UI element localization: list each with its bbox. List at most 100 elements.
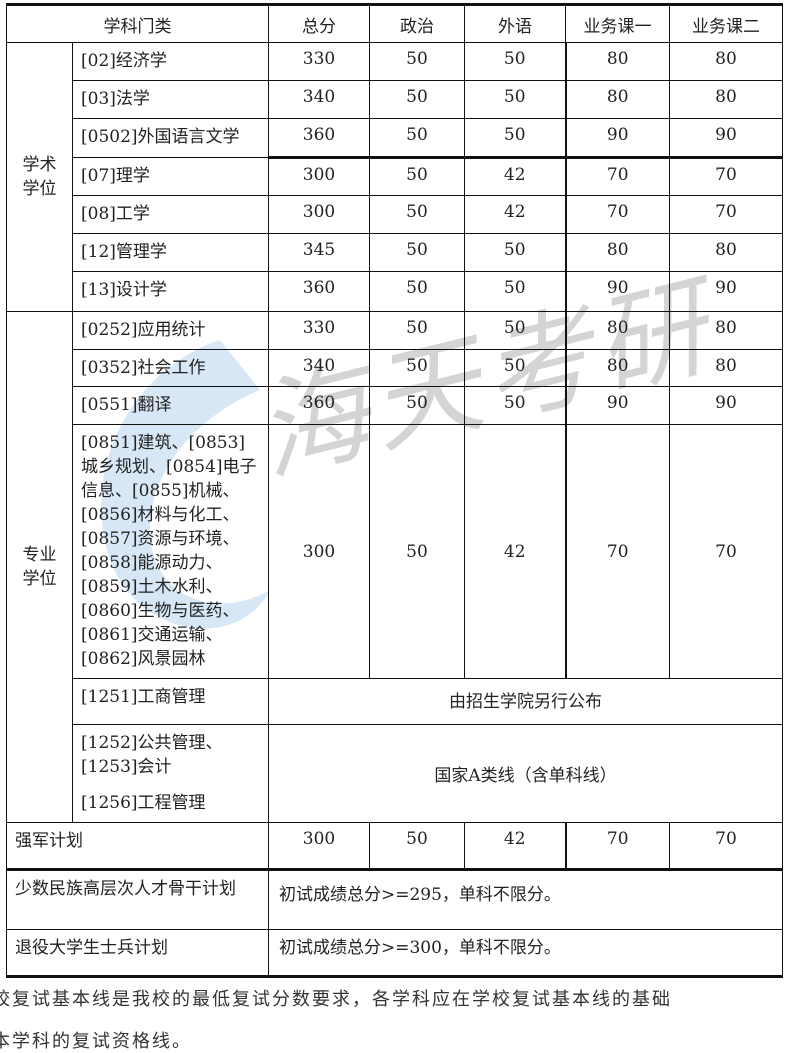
score-cell: 50 [369, 195, 465, 234]
score-cell: 50 [369, 386, 465, 425]
score-cell: 300 [268, 156, 370, 196]
subject-name-group: [1252]公共管理、 [1253]会计 [1256]工程管理 [72, 724, 269, 823]
score-cell: 70 [564, 424, 670, 679]
score-cell: 80 [564, 42, 670, 81]
subject-name: [13]设计学 [72, 271, 269, 312]
row-note: 初试成绩总分>=295，单科不限分。 [268, 868, 783, 930]
score-cell: 42 [464, 195, 566, 234]
degree-type-label: 学术学位 [22, 155, 57, 199]
score-cell: 360 [268, 118, 370, 158]
header-politics: 政治 [369, 3, 465, 43]
table-row: [0551]翻译 360 50 50 90 90 [7, 386, 783, 425]
table-row: 专业学位 [0252]应用统计 330 50 50 80 80 [6, 311, 783, 823]
table-row: [08]工学 300 50 42 70 70 [7, 195, 783, 234]
row-label: 退役大学生士兵计划 [6, 929, 269, 978]
score-cell: 80 [564, 233, 670, 272]
score-cell: 360 [268, 386, 370, 425]
subject-name: [1256]工程管理 [81, 793, 206, 813]
footnote-line-2: 本学科的复试资格线。 [0, 1031, 192, 1052]
table-row: [0352]社会工作 340 50 50 80 80 [7, 349, 783, 387]
score-cell: 50 [369, 233, 465, 272]
score-cell: 90 [564, 118, 670, 158]
score-cell: 50 [369, 156, 465, 196]
score-cell: 80 [564, 311, 670, 350]
table-row: [0502]外国语言文学 360 50 50 90 90 [7, 118, 783, 158]
subject-name: [1251]工商管理 [72, 678, 269, 725]
score-cell: 50 [369, 822, 465, 870]
score-cell: 50 [369, 118, 465, 158]
row-label: 强军计划 [6, 822, 269, 870]
subject-name: [1252]公共管理、 [81, 733, 223, 753]
header-foreign-language: 外语 [464, 3, 566, 43]
score-cell: 50 [369, 271, 465, 312]
degree-type-professional: 专业学位 [6, 311, 73, 823]
score-cell: 70 [564, 156, 670, 196]
subject-name: [1253]会计 [81, 757, 172, 777]
subject-name: [07]理学 [72, 157, 269, 196]
subject-name: [12]管理学 [72, 233, 269, 272]
score-cell: 50 [464, 80, 566, 119]
score-cell: 70 [669, 195, 783, 234]
table-row: [07]理学 300 50 42 70 70 [7, 156, 783, 196]
score-cell: 50 [464, 386, 566, 425]
score-cell: 50 [464, 349, 566, 387]
subject-name: [0352]社会工作 [72, 349, 269, 387]
score-cell: 50 [369, 80, 465, 119]
score-cell: 345 [268, 233, 370, 272]
header-category: 学科门类 [6, 3, 269, 43]
score-cell: 70 [669, 156, 783, 196]
score-cell: 50 [464, 271, 566, 312]
subject-name: [0252]应用统计 [72, 311, 269, 350]
score-cell: 80 [669, 42, 783, 81]
subject-name: [08]工学 [72, 195, 269, 234]
score-table: 学科门类 总分 政治 外语 业务课一 业务课二 学术学位 [02]经济学 330 50… [6, 3, 783, 978]
score-cell: 50 [464, 311, 566, 350]
header-row: 学科门类 总分 政治 外语 业务课一 业务课二 [6, 3, 783, 43]
score-cell: 300 [268, 424, 370, 679]
score-cell: 300 [268, 822, 370, 870]
degree-type-academic: 学术学位 [6, 42, 73, 312]
row-note: 国家A类线（含单科线） [268, 724, 783, 823]
score-cell: 90 [669, 386, 783, 425]
table-row: 学术学位 [02]经济学 330 50 50 80 80 [6, 42, 783, 312]
score-cell: 340 [268, 80, 370, 119]
score-cell: 80 [669, 233, 783, 272]
score-cell: 42 [464, 156, 566, 196]
table-row: [13]设计学 360 50 50 90 90 [7, 271, 783, 312]
table-row: 少数民族高层次人才骨干计划 初试成绩总分>=295，单科不限分。 [6, 868, 783, 930]
score-cell: 90 [669, 271, 783, 312]
score-cell: 50 [369, 42, 465, 81]
table-row: [1251]工商管理 由招生学院另行公布 [7, 678, 783, 725]
score-cell: 80 [669, 349, 783, 387]
table-row: [0851]建筑、[0853]城乡规划、[0854]电子信息、[0855]机械、… [7, 424, 783, 679]
score-cell: 80 [669, 80, 783, 119]
row-label: 少数民族高层次人才骨干计划 [6, 868, 269, 930]
score-cell: 50 [369, 424, 465, 679]
table-row: [1252]公共管理、 [1253]会计 [1256]工程管理 国家A类线（含单科线） [7, 724, 783, 823]
score-cell: 70 [564, 822, 670, 870]
row-note: 由招生学院另行公布 [268, 678, 783, 725]
header-course-2: 业务课二 [669, 3, 783, 43]
score-cell: 340 [268, 349, 370, 387]
score-cell: 50 [369, 311, 465, 350]
score-cell: 90 [669, 118, 783, 158]
score-cell: 330 [268, 42, 370, 81]
table-row: [03]法学 340 50 50 80 80 [7, 80, 783, 119]
footnote-line-1: 校复试基本线是我校的最低复试分数要求，各学科应在学校复试基本线的基础 [0, 989, 672, 1010]
subject-name: [03]法学 [72, 80, 269, 119]
score-cell: 50 [369, 349, 465, 387]
score-cell: 70 [669, 424, 783, 679]
score-cell: 360 [268, 271, 370, 312]
score-cell: 50 [464, 42, 566, 81]
table-row: [12]管理学 345 50 50 80 80 [7, 233, 783, 272]
score-cell: 42 [464, 822, 566, 870]
score-cell: 70 [669, 822, 783, 870]
score-cell: 50 [464, 118, 566, 158]
score-cell: 70 [564, 195, 670, 234]
subject-name: [0851]建筑、[0853]城乡规划、[0854]电子信息、[0855]机械、… [72, 424, 269, 679]
subject-name: [0551]翻译 [72, 386, 269, 425]
row-note: 初试成绩总分>=300，单科不限分。 [268, 929, 783, 978]
score-cell: 300 [268, 195, 370, 234]
table-row: 退役大学生士兵计划 初试成绩总分>=300，单科不限分。 [6, 929, 783, 978]
score-cell: 50 [464, 233, 566, 272]
